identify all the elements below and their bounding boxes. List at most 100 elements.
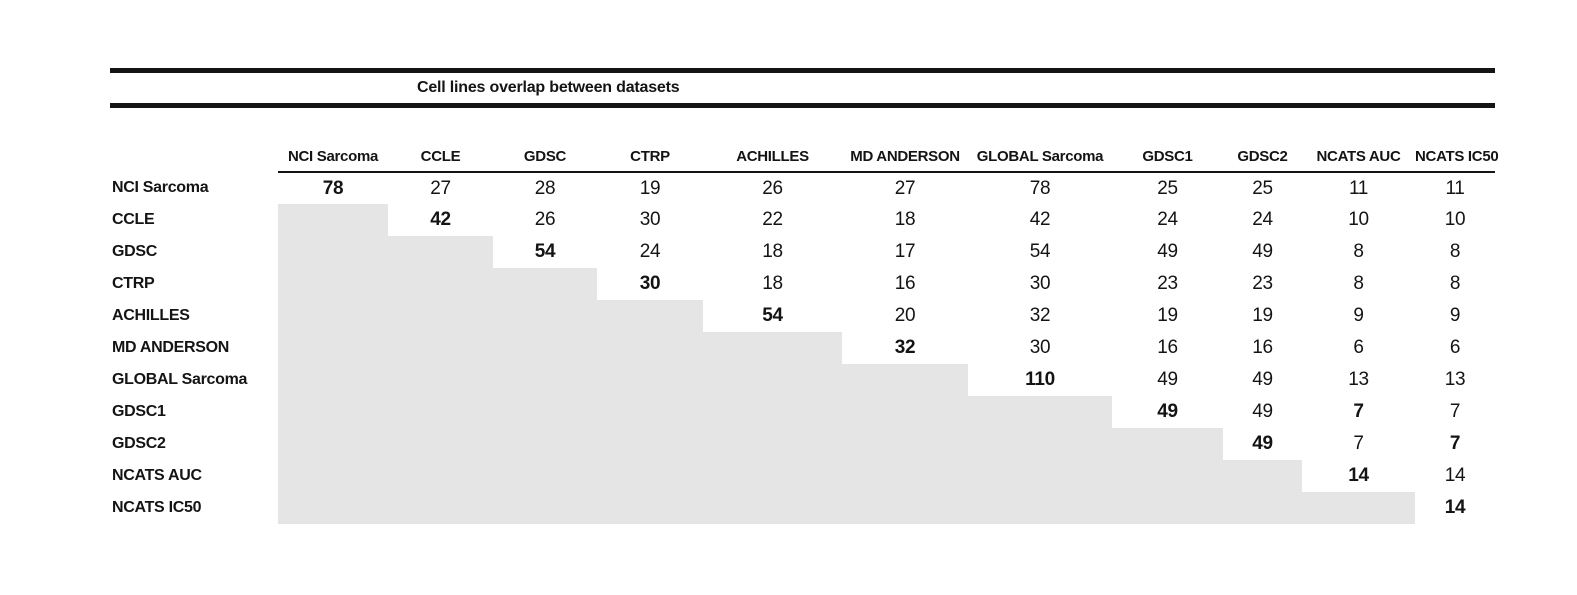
shaded-cell xyxy=(597,492,703,524)
overlap-cell: 7 xyxy=(1449,433,1461,454)
shaded-cell xyxy=(1112,460,1223,492)
overlap-cell: 25 xyxy=(1157,177,1178,199)
overlap-cell: 14 xyxy=(1444,497,1466,518)
overlap-cell: 23 xyxy=(1252,273,1273,294)
shaded-cell xyxy=(388,492,493,524)
overlap-cell: 49 xyxy=(1252,241,1273,262)
table-row: NCATS IC50 14 xyxy=(110,492,1495,524)
overlap-cell: 78 xyxy=(1029,177,1051,199)
shaded-cell xyxy=(968,460,1112,492)
row-header: MD ANDERSON xyxy=(112,339,229,356)
column-header: MD ANDERSON xyxy=(842,139,968,173)
overlap-cell: 8 xyxy=(1449,241,1461,262)
overlap-cell: 23 xyxy=(1157,273,1178,294)
overlap-cell: 27 xyxy=(894,177,916,199)
shaded-cell xyxy=(1223,460,1302,492)
shaded-cell xyxy=(703,492,842,524)
row-header: NCI Sarcoma xyxy=(112,179,209,196)
overlap-cell: 19 xyxy=(639,177,661,199)
overlap-cell: 11 xyxy=(1445,177,1465,199)
table-title-band: Cell lines overlap between datasets xyxy=(110,68,1495,108)
shaded-cell xyxy=(968,428,1112,460)
overlap-table: NCI Sarcoma CCLE GDSC CTRP ACHILLES MD ANDERS… xyxy=(110,139,1499,524)
overlap-cell: 10 xyxy=(1444,209,1466,230)
shaded-cell xyxy=(278,204,388,236)
overlap-cell: 26 xyxy=(762,177,783,199)
table-row: ACHILLES 54 20 32 19 19 9 9 xyxy=(110,300,1495,332)
shaded-cell xyxy=(842,492,968,524)
overlap-cell: 49 xyxy=(1157,241,1178,262)
shaded-cell xyxy=(597,460,703,492)
column-header: NCATS AUC xyxy=(1302,139,1415,173)
table-row: NCI Sarcoma 78 27 28 19 26 27 78 25 25 11 11 xyxy=(110,172,1495,204)
column-header: GDSC1 xyxy=(1112,139,1223,173)
overlap-cell: 30 xyxy=(639,273,661,294)
overlap-cell: 30 xyxy=(1029,273,1051,294)
shaded-cell xyxy=(278,332,388,364)
overlap-cell: 24 xyxy=(1157,209,1178,230)
shaded-cell xyxy=(493,492,597,524)
table-body: NCI Sarcoma 78 27 28 19 26 27 78 25 25 11 11 CCLE 42 2… xyxy=(110,172,1495,524)
table-row: MD ANDERSON 32 30 16 16 6 6 xyxy=(110,332,1495,364)
overlap-cell: 8 xyxy=(1353,273,1364,294)
shaded-cell xyxy=(388,428,493,460)
overlap-cell: 26 xyxy=(534,209,556,230)
overlap-cell: 24 xyxy=(639,241,661,262)
table-row: GLOBAL Sarcoma 110 49 49 13 13 xyxy=(110,364,1495,396)
overlap-cell: 6 xyxy=(1353,337,1364,358)
shaded-cell xyxy=(703,396,842,428)
row-header: GDSC1 xyxy=(112,403,166,420)
shaded-cell xyxy=(278,428,388,460)
overlap-cell: 49 xyxy=(1157,401,1178,422)
shaded-cell xyxy=(842,364,968,396)
overlap-cell: 30 xyxy=(639,209,661,230)
shaded-cell xyxy=(597,428,703,460)
overlap-cell: 13 xyxy=(1444,369,1466,390)
overlap-cell: 49 xyxy=(1252,369,1273,390)
overlap-cell: 7 xyxy=(1353,433,1364,454)
row-header: GDSC xyxy=(112,243,158,260)
overlap-cell: 18 xyxy=(894,209,916,230)
overlap-cell: 30 xyxy=(1029,337,1051,358)
shaded-cell xyxy=(278,236,388,268)
overlap-cell: 24 xyxy=(1252,209,1273,230)
overlap-cell: 18 xyxy=(762,241,783,262)
shaded-cell xyxy=(388,460,493,492)
shaded-cell xyxy=(278,396,388,428)
shaded-cell xyxy=(388,300,493,332)
shaded-cell xyxy=(493,428,597,460)
overlap-cell: 42 xyxy=(430,209,451,230)
shaded-cell xyxy=(703,428,842,460)
shaded-cell xyxy=(842,396,968,428)
shaded-cell xyxy=(703,364,842,396)
shaded-cell xyxy=(703,460,842,492)
corner-cell xyxy=(110,139,278,172)
shaded-cell xyxy=(597,396,703,428)
overlap-cell: 16 xyxy=(1157,337,1178,358)
shaded-cell xyxy=(278,460,388,492)
shaded-cell xyxy=(842,460,968,492)
shaded-cell xyxy=(493,460,597,492)
column-header: GLOBAL Sarcoma xyxy=(968,139,1112,173)
table-row: NCATS AUC 14 14 xyxy=(110,460,1495,492)
overlap-cell: 19 xyxy=(1252,305,1273,326)
column-header: CCLE xyxy=(388,139,493,173)
table-title: Cell lines overlap between datasets xyxy=(417,79,680,96)
row-header: CTRP xyxy=(112,275,155,292)
overlap-cell: 32 xyxy=(1029,305,1051,326)
overlap-cell: 14 xyxy=(1444,465,1466,486)
overlap-cell: 49 xyxy=(1252,433,1273,454)
shaded-cell xyxy=(493,332,597,364)
shaded-cell xyxy=(493,300,597,332)
overlap-cell: 110 xyxy=(1025,369,1055,390)
table-row: GDSC 54 24 18 17 54 49 49 8 8 xyxy=(110,236,1495,268)
overlap-cell: 20 xyxy=(894,305,916,326)
row-header: CCLE xyxy=(112,211,155,228)
shaded-cell xyxy=(1302,492,1415,524)
overlap-cell: 27 xyxy=(430,177,451,199)
overlap-cell: 7 xyxy=(1449,401,1461,422)
column-header: GDSC xyxy=(493,139,597,173)
overlap-cell: 25 xyxy=(1252,177,1273,199)
shaded-cell xyxy=(388,268,493,300)
